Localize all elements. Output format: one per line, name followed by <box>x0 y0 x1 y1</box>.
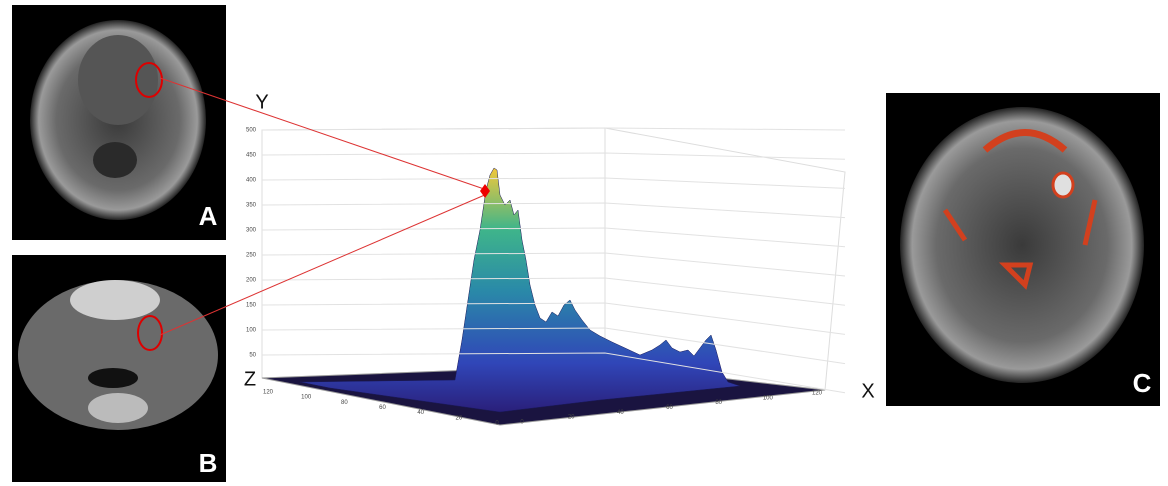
panel-label: C <box>1133 368 1152 398</box>
grid-line <box>262 128 845 130</box>
y-tick-label: 450 <box>246 153 257 159</box>
panel-a: A <box>12 5 226 240</box>
y-tick-label: 150 <box>246 303 257 309</box>
grid-line <box>262 253 845 276</box>
y-tick-label: 250 <box>246 253 257 259</box>
y-tick-label: 400 <box>246 178 257 184</box>
x-tick-label: 80 <box>715 400 722 406</box>
axis-label: Y <box>255 91 268 113</box>
z-tick-label: 60 <box>379 405 386 411</box>
x-tick-label: 60 <box>666 405 673 411</box>
y-tick-label: 500 <box>246 128 257 134</box>
z-tick-label: 40 <box>417 410 424 416</box>
axis-label: Z <box>244 368 256 390</box>
surface-plot <box>262 128 845 425</box>
axis-label: X <box>861 380 874 402</box>
y-tick-label: 200 <box>246 278 257 284</box>
z-tick-label: 20 <box>455 415 462 421</box>
z-tick-label: 120 <box>263 390 274 396</box>
panel-c: C <box>886 93 1160 406</box>
x-tick-label: 120 <box>812 391 823 397</box>
panel-label: B <box>199 448 218 478</box>
panel-label: A <box>199 201 218 231</box>
figure: A B C Y Z X 50 100 150 200 250 300 350 400 450 50… <box>0 0 1168 486</box>
x-tick-label: 100 <box>763 395 774 401</box>
y-tick-label: 100 <box>246 328 257 334</box>
z-tick-label: 100 <box>301 395 312 401</box>
x-tick-label: 20 <box>568 415 575 421</box>
y-tick-label: 50 <box>249 353 256 359</box>
grid-line <box>262 228 845 247</box>
grid-line <box>262 178 845 188</box>
grid-line <box>262 278 845 305</box>
y-tick-label: 350 <box>246 203 257 209</box>
side-wall <box>605 128 845 390</box>
y-tick-label: 300 <box>246 228 257 234</box>
grid-line <box>262 203 845 218</box>
z-tick-label: 80 <box>341 400 348 406</box>
panel-b: B <box>12 255 226 482</box>
x-tick-label: 40 <box>617 410 624 416</box>
